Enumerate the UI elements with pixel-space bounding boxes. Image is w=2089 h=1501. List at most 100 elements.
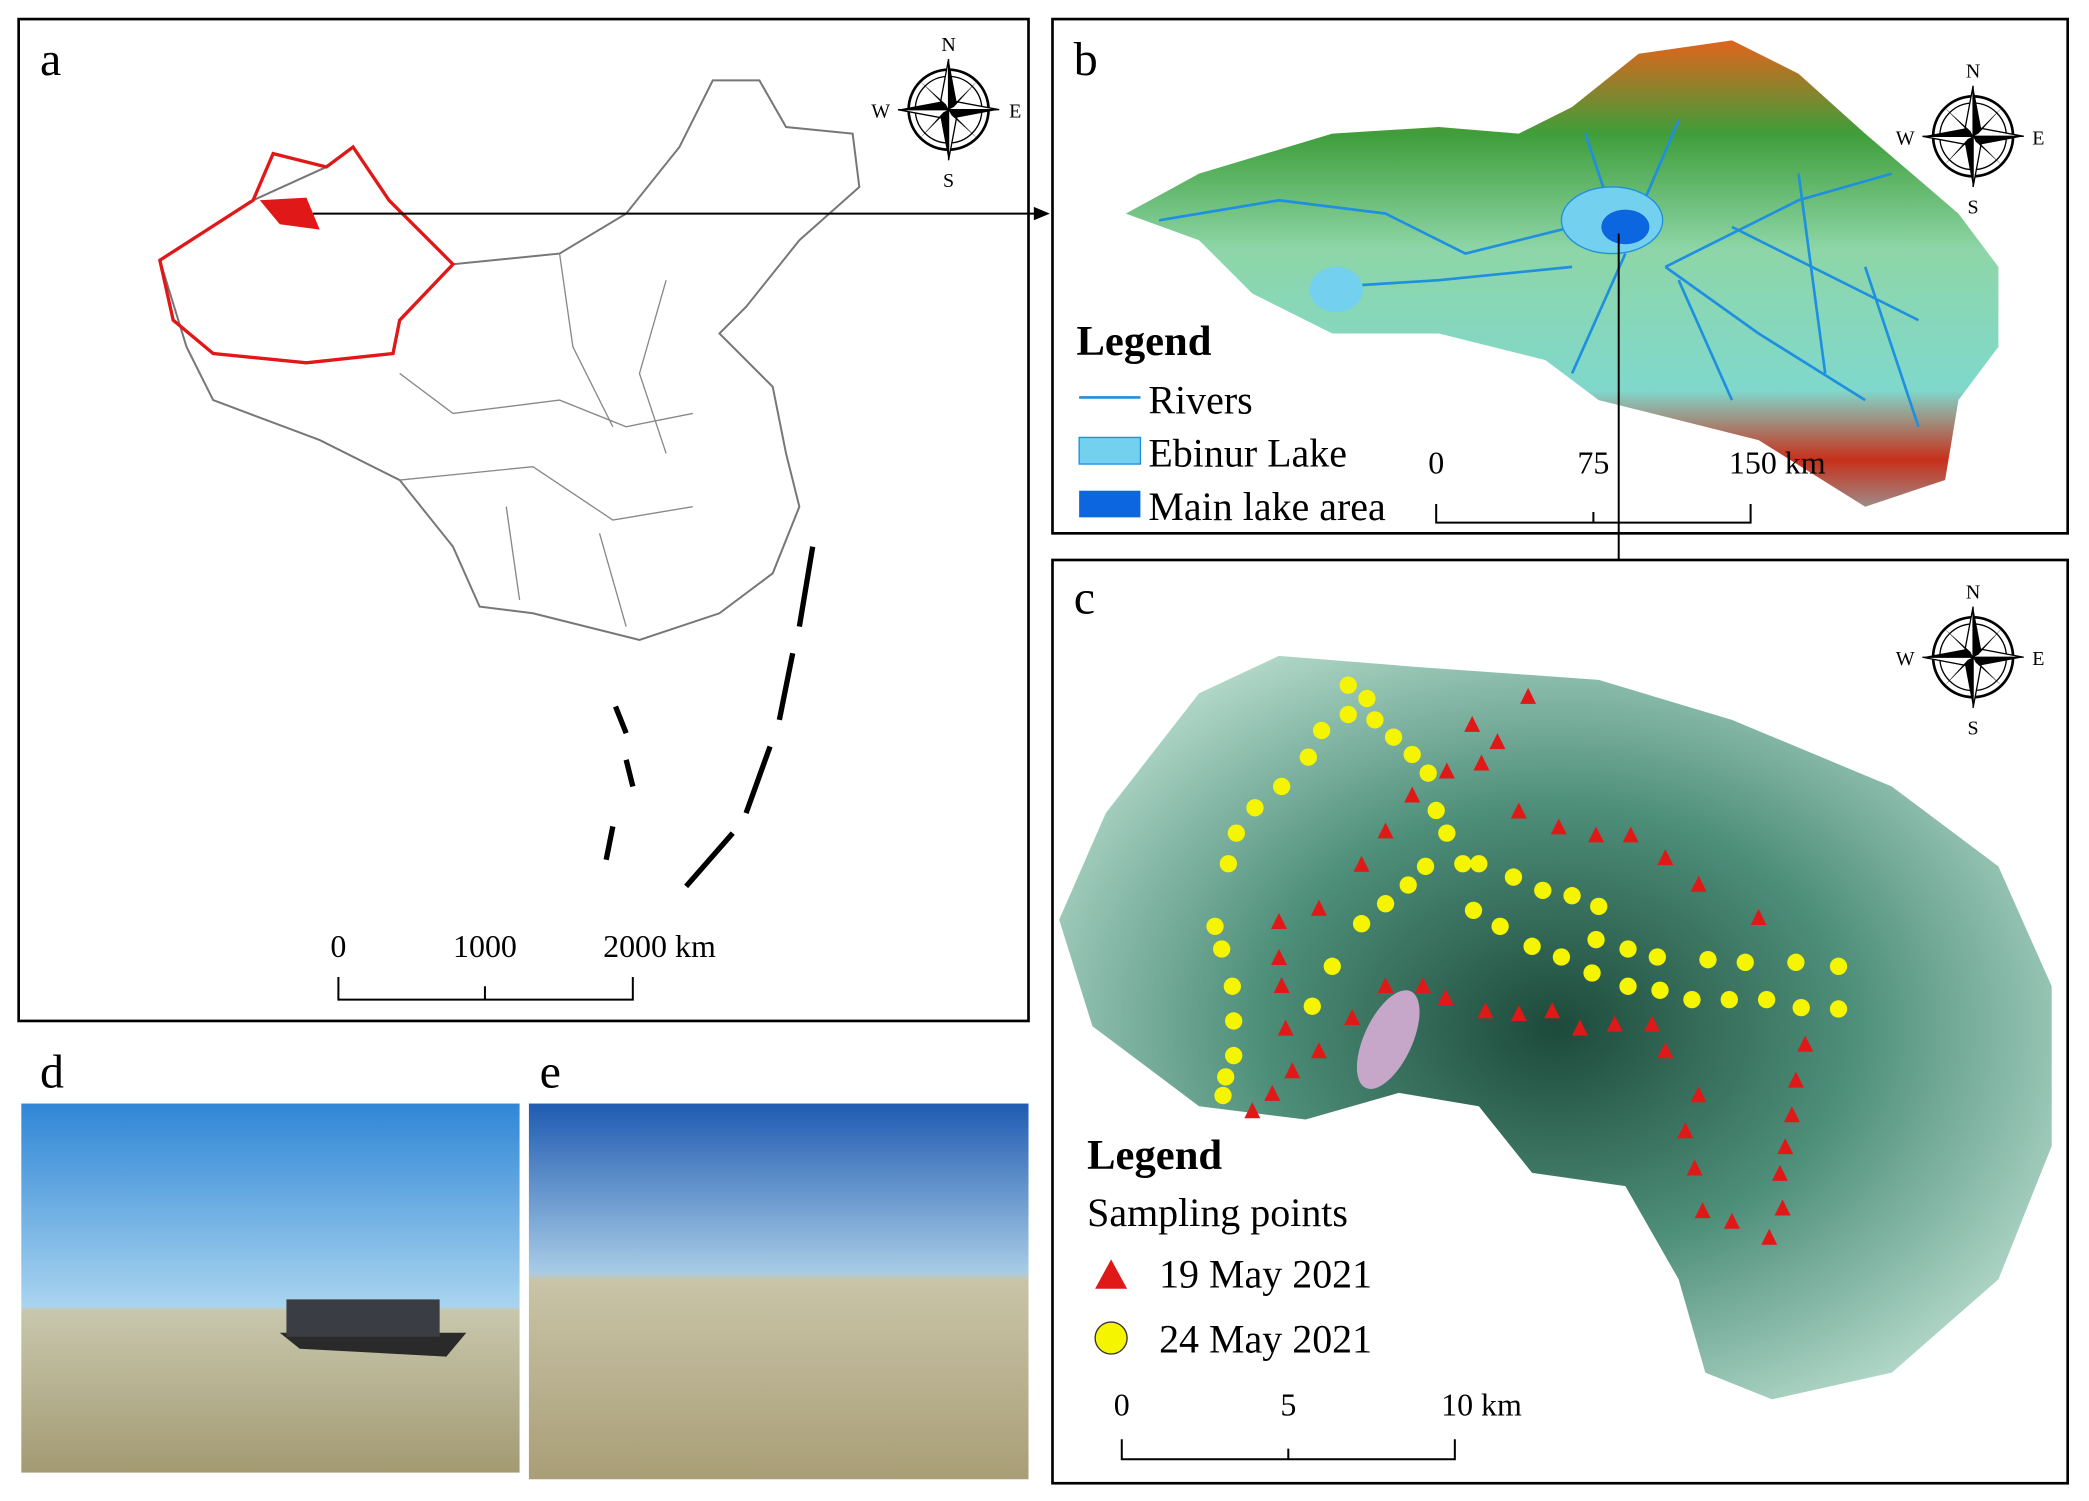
- sample-24-may: [1583, 964, 1601, 982]
- sample-19-may: [1284, 1062, 1301, 1079]
- sample-19-may: [1438, 762, 1455, 779]
- sample-24-may: [1223, 977, 1242, 995]
- sample-24-may: [1590, 897, 1608, 916]
- sample-24-may: [1534, 881, 1552, 900]
- legend-title: Legend: [1076, 318, 1211, 365]
- sample-24-may: [1339, 676, 1357, 694]
- compass-n: N: [1966, 582, 1980, 604]
- sample-19-may: [1353, 855, 1370, 872]
- sample-24-may: [1829, 1000, 1848, 1018]
- sample-19-may: [1464, 715, 1481, 732]
- legend-item: Rivers: [1148, 377, 1252, 422]
- compass-n: N: [1966, 61, 1980, 83]
- sample-19-may: [1750, 909, 1767, 926]
- sample-24-may: [1736, 953, 1754, 971]
- sample-24-may: [1470, 855, 1488, 873]
- sample-19-may: [1690, 875, 1707, 892]
- sample-19-may: [1774, 1199, 1791, 1216]
- scale-label: 0: [1428, 445, 1444, 480]
- scale-label: 0: [330, 929, 346, 964]
- compass-e: E: [1009, 101, 1021, 123]
- scale-label: 10 km: [1441, 1387, 1522, 1422]
- sample-19-may: [1244, 1102, 1261, 1119]
- legend-item: 19 May 2021: [1159, 1251, 1372, 1296]
- sample-19-may: [1771, 1164, 1788, 1181]
- sample-19-may: [1437, 988, 1454, 1005]
- sample-24-may: [1358, 689, 1376, 708]
- sample-19-may: [1677, 1122, 1694, 1139]
- sample-24-may: [1366, 711, 1384, 729]
- sample-19-may: [1377, 822, 1394, 839]
- sample-19-may: [1270, 913, 1287, 930]
- legend-item: Ebinur Lake: [1148, 431, 1347, 476]
- sample-19-may: [1686, 1159, 1703, 1176]
- sample-24-may: [1504, 868, 1523, 886]
- panel-c: c N S W E Legend Sampling points 19 May …: [1051, 558, 2070, 1485]
- scale-label: 2000 km: [603, 929, 716, 964]
- sample-24-may: [1619, 940, 1637, 958]
- sample-24-may: [1399, 876, 1417, 894]
- sample-19-may: [1277, 1019, 1294, 1036]
- sample-19-may: [1310, 899, 1327, 916]
- sample-19-may: [1572, 1019, 1589, 1036]
- sample-19-may: [1783, 1106, 1800, 1123]
- compass-s: S: [1968, 718, 1979, 740]
- compass-s: S: [943, 170, 954, 192]
- compass-e: E: [2032, 648, 2044, 670]
- sample-19-may: [1797, 1035, 1814, 1052]
- scale-label: 5: [1280, 1387, 1296, 1422]
- sample-24-may: [1427, 801, 1445, 820]
- panel-label: a: [40, 33, 61, 86]
- sample-24-may: [1339, 705, 1357, 724]
- sample-24-may: [1376, 895, 1395, 913]
- sample-24-may: [1272, 777, 1291, 796]
- sample-19-may: [1264, 1084, 1281, 1101]
- compass-w: W: [1896, 648, 1915, 670]
- sample-24-may: [1227, 824, 1246, 842]
- scale-label: 75: [1577, 445, 1609, 480]
- sample-19-may: [1273, 976, 1290, 993]
- sample-24-may: [1683, 990, 1701, 1009]
- sample-24-may: [1217, 1068, 1235, 1086]
- panel-e: e: [528, 1046, 1029, 1480]
- panel-b: b N S W E Legend Rivers Ebinur Lake Main…: [1051, 17, 2070, 691]
- compass-w: W: [871, 101, 890, 123]
- sample-24-may: [1619, 977, 1637, 995]
- legend-item: 24 May 2021: [1159, 1317, 1372, 1362]
- sample-19-may: [1377, 976, 1394, 993]
- sample-24-may: [1792, 998, 1810, 1017]
- sample-19-may: [1622, 826, 1639, 843]
- sample-19-may: [1694, 1202, 1711, 1219]
- legend-item: Main lake area: [1148, 484, 1386, 529]
- sample-19-may: [1606, 1015, 1623, 1032]
- sample-24-may: [1787, 953, 1805, 971]
- sample-24-may: [1384, 728, 1403, 746]
- scale-label: 1000: [453, 929, 517, 964]
- sample-24-may: [1214, 1086, 1232, 1105]
- sample-24-may: [1552, 948, 1571, 966]
- sample-19-may: [1690, 1086, 1707, 1103]
- sample-19-may: [1787, 1071, 1804, 1088]
- sample-19-may: [1657, 849, 1674, 866]
- sample-19-may: [1520, 687, 1537, 704]
- sample-24-may: [1416, 857, 1435, 876]
- sample-19-may: [1473, 754, 1490, 771]
- sample-19-may: [1550, 818, 1567, 835]
- sample-19-may: [1414, 976, 1431, 993]
- panel-label: d: [40, 1046, 64, 1099]
- sample-19-may: [1510, 1004, 1527, 1021]
- sample-24-may: [1419, 764, 1437, 782]
- sample-19-may: [1644, 1015, 1661, 1032]
- sample-24-may: [1246, 799, 1264, 817]
- sample-19-may: [1588, 826, 1605, 843]
- panel-d: d: [21, 1046, 520, 1473]
- sample-19-may: [1489, 733, 1506, 750]
- sample-24-may: [1720, 990, 1738, 1009]
- sample-19-may: [1723, 1212, 1740, 1229]
- legend-subtitle: Sampling points: [1087, 1190, 1348, 1235]
- compass-s: S: [1968, 197, 1979, 219]
- sample-24-may: [1438, 824, 1456, 842]
- sample-24-may: [1303, 997, 1321, 1015]
- panel-a: a N S W E 0 1000 2000 km: [17, 17, 1050, 1023]
- scale-label: 0: [1114, 1387, 1130, 1422]
